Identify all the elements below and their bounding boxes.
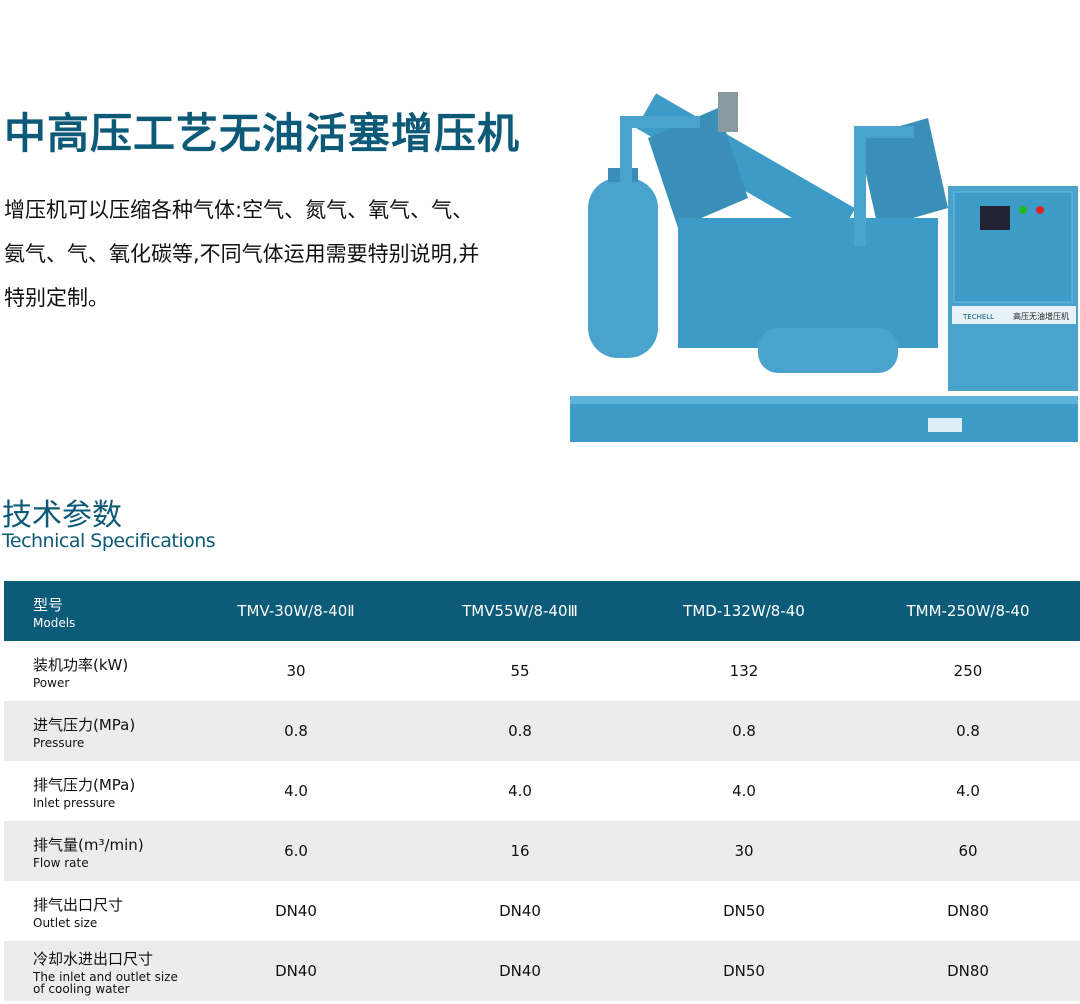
cell-value: 30 [286, 662, 306, 680]
cell-value: DN50 [723, 902, 765, 920]
logo: TECHELL [962, 313, 994, 321]
page-title: 中高压工艺无油活塞增压机 [4, 109, 521, 158]
row-label-cn: 进气压力(MPa) [33, 715, 136, 734]
cell-value: 0.8 [732, 722, 756, 740]
cell-value: 60 [958, 842, 978, 860]
section-title-cn: 技术参数 [2, 498, 122, 533]
cabinet-door [953, 191, 1073, 303]
row-label-en: Outlet size [33, 915, 98, 930]
header-label-en: Models [33, 615, 76, 630]
base-slot [928, 418, 962, 432]
cell-value: 30 [734, 842, 754, 860]
cell-value: 55 [510, 662, 530, 680]
cell-value: 4.0 [732, 782, 756, 800]
model-header: TMM-250W/8-40 [906, 602, 1030, 620]
spec-table: 型号 Models TMV-30W/8-40Ⅱ TMV55W/8-40Ⅲ TMD-… [4, 581, 1080, 1001]
row-label: 排气压力(MPa) Inlet pressure [4, 761, 184, 821]
cell-value: 0.8 [284, 722, 308, 740]
row-label-en: Power [33, 675, 70, 690]
panel-label: 高压无油增压机 [1013, 311, 1069, 321]
base-frame-top [570, 396, 1078, 404]
cell-value: DN80 [947, 962, 989, 980]
row-label: 冷却水进出口尺寸 The inlet and outlet size of coo… [4, 941, 184, 1001]
cylinder-left [648, 108, 748, 228]
table-row: 装机功率(kW) Power 30 55 132 250 [4, 641, 1080, 701]
cell-value: 4.0 [508, 782, 532, 800]
cell-value: DN40 [499, 962, 541, 980]
compressor-image: TECHELL 高压无油增压机 [570, 92, 1078, 442]
row-label: 排气量(m³/min) Flow rate [4, 821, 184, 881]
pipe [620, 116, 700, 128]
cell-value: 132 [729, 662, 759, 680]
cell-value: 4.0 [284, 782, 308, 800]
cell-value: DN40 [275, 962, 317, 980]
pipe [620, 116, 632, 206]
row-label-cn: 排气压力(MPa) [33, 775, 136, 794]
red-button-icon [1036, 206, 1044, 214]
cell-value: 4.0 [956, 782, 980, 800]
row-label-cn: 冷却水进出口尺寸 [33, 949, 154, 968]
cell-value: 0.8 [508, 722, 532, 740]
table-header-row: 型号 Models TMV-30W/8-40Ⅱ TMV55W/8-40Ⅲ TMD-… [4, 581, 1080, 641]
cell-value: 250 [953, 662, 983, 680]
row-label: 排气出口尺寸 Outlet size [4, 881, 184, 941]
green-button-icon [1019, 206, 1027, 214]
row-label-cn: 排气出口尺寸 [33, 895, 124, 914]
pipe [854, 126, 866, 246]
compressor-body [678, 218, 938, 348]
cylinder-right [858, 118, 948, 228]
table-body: 装机功率(kW) Power 30 55 132 250 进气压力(MPa) Pressure… [4, 641, 1080, 1001]
table-row: 排气压力(MPa) Inlet pressure 4.0 4.0 4.0 4.0 [4, 761, 1080, 821]
table-row: 排气出口尺寸 Outlet size DN40 DN40 DN50 DN80 [4, 881, 1080, 941]
cell-value: DN50 [723, 962, 765, 980]
row-label: 进气压力(MPa) Pressure [4, 701, 184, 761]
row-label-en: Pressure [33, 735, 85, 750]
table-row: 进气压力(MPa) Pressure 0.8 0.8 0.8 0.8 [4, 701, 1080, 761]
cell-value: 0.8 [956, 722, 980, 740]
model-header: TMV-30W/8-40Ⅱ [237, 602, 355, 620]
row-label-cn: 装机功率(kW) [33, 655, 129, 674]
control-screen [980, 206, 1010, 230]
cell-value: DN40 [499, 902, 541, 920]
description: 增压机可以压缩各种气体:空气、氮气、氧气、气、氨气、气、氧化碳等,不同气体运用需… [4, 198, 480, 310]
model-header: TMD-132W/8-40 [683, 602, 805, 620]
header-label: 型号 Models [4, 581, 184, 641]
row-label-en: Inlet pressure [33, 795, 116, 810]
table-row: 冷却水进出口尺寸 The inlet and outlet size of coo… [4, 941, 1080, 1001]
section-title-en: Technical Specifications [2, 530, 216, 552]
cell-value: DN80 [947, 902, 989, 920]
table-row: 排气量(m³/min) Flow rate 6.0 16 30 60 [4, 821, 1080, 881]
row-label: 装机功率(kW) Power [4, 641, 184, 701]
row-label-cn: 排气量(m³/min) [33, 835, 144, 854]
pipe [854, 126, 914, 138]
cooler [758, 328, 898, 373]
cell-value: 6.0 [284, 842, 308, 860]
cell-value: 16 [510, 842, 530, 860]
model-header: TMV55W/8-40Ⅲ [462, 602, 578, 620]
valve [718, 92, 738, 132]
row-label-en: Flow rate [33, 855, 89, 870]
nameplate [952, 306, 1076, 324]
row-label-en: The inlet and outlet size of cooling wat… [33, 969, 178, 996]
cell-value: DN40 [275, 902, 317, 920]
header-label-cn: 型号 [33, 595, 64, 614]
receiver-tank [588, 178, 658, 358]
